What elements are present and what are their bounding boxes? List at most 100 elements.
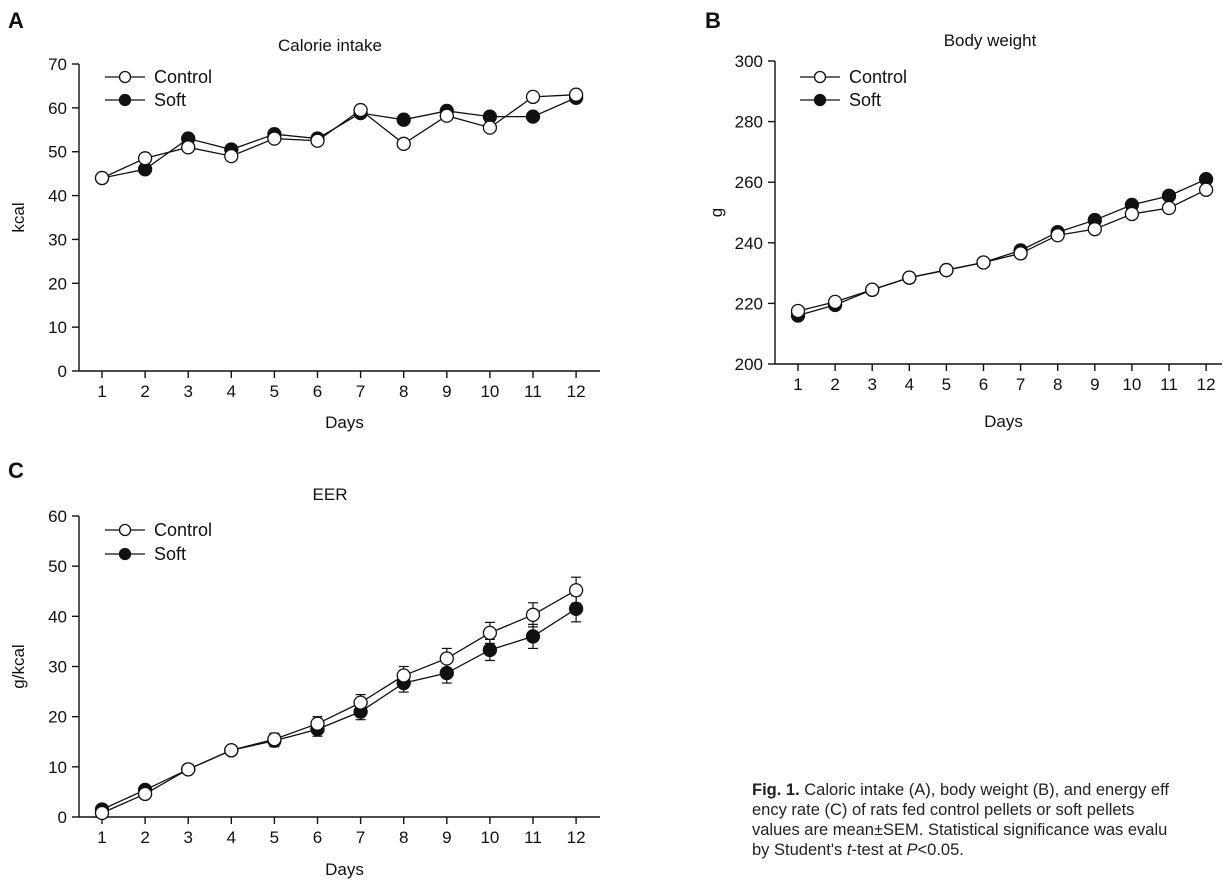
data-point-soft [396,112,411,127]
caption-line-1-text: Caloric intake (A), body weight (B), and… [799,781,1169,799]
data-point-control [396,136,411,151]
panel-letter-a: A [8,8,24,33]
data-point-control [1124,206,1140,222]
data-point-control [310,133,325,148]
data-point-control [902,270,917,285]
y-tick-label: 20 [48,708,67,727]
x-tick-label: 3 [867,375,876,394]
y-tick-label: 300 [735,52,763,71]
data-point-control [267,732,282,747]
x-tick-label: 12 [567,828,586,847]
x-tick-label: 2 [140,828,149,847]
caption-line-4-post: <0.05. [917,841,964,859]
x-tick-label: 5 [270,828,279,847]
y-tick-label: 60 [48,99,67,118]
legend-marker-soft [118,93,132,107]
data-point-control [568,87,584,102]
x-axis-label: Days [325,413,364,432]
chart-title: Calorie intake [278,36,382,55]
data-point-control [267,131,282,146]
x-tick-label: 8 [399,828,408,847]
x-tick-label: 9 [442,828,451,847]
y-tick-label: 220 [735,294,763,313]
y-tick-label: 60 [48,507,67,526]
x-tick-label: 1 [97,382,106,401]
x-tick-label: 9 [442,382,451,401]
chart-title: Body weight [944,31,1037,50]
x-tick-label: 2 [830,375,839,394]
x-tick-label: 3 [183,382,192,401]
y-axis-label: g [707,208,726,217]
data-point-control [482,625,498,641]
data-point-control [1198,182,1214,197]
data-point-control [1050,228,1065,243]
data-point-control [1013,246,1028,261]
x-tick-label: 6 [313,382,322,401]
caption-line-4-mid: -test at [851,841,907,859]
x-tick-label: 10 [1122,375,1141,394]
x-tick-label: 7 [356,828,365,847]
y-tick-label: 200 [735,355,763,374]
x-tick-label: 11 [1160,375,1178,394]
y-tick-label: 50 [48,557,67,576]
x-tick-label: 4 [227,382,236,401]
y-tick-label: 10 [48,758,67,777]
series-line-soft [101,608,577,811]
data-point-control [827,294,843,310]
y-tick-label: 10 [48,318,67,337]
x-axis-label: Days [984,412,1023,431]
legend-marker-control [118,70,132,84]
data-point-soft [1161,188,1177,203]
caption-line-1: Fig. 1. Caloric intake (A), body weight … [752,780,1231,800]
y-tick-label: 70 [48,55,67,74]
panel-letter-c: C [8,458,24,483]
y-tick-label: 0 [58,362,67,381]
y-tick-label: 280 [735,113,763,132]
data-point-control [790,303,806,319]
panel-letter-b: B [705,8,721,33]
data-point-control [181,762,196,777]
y-tick-label: 240 [735,234,763,253]
data-point-control [525,89,541,105]
data-point-control [94,170,110,186]
legend-label-soft: Soft [849,90,881,110]
x-tick-label: 6 [313,828,322,847]
x-tick-label: 3 [183,828,192,847]
x-tick-label: 9 [1090,375,1099,394]
x-tick-label: 7 [356,382,365,401]
caption-fig-label: Fig. 1. [752,781,800,799]
data-point-soft [525,629,541,644]
data-point-control [94,805,110,821]
y-tick-label: 40 [48,607,67,626]
x-tick-label: 1 [793,375,802,394]
data-point-control [224,148,239,164]
x-tick-label: 10 [480,828,499,847]
x-tick-label: 4 [905,375,914,394]
x-tick-label: 7 [1016,375,1025,394]
legend-label-control: Control [154,67,212,87]
data-point-control [137,786,153,802]
x-tick-label: 12 [1197,375,1216,394]
data-point-control [568,583,584,598]
data-point-control [224,743,239,758]
legend-marker-control [813,70,827,84]
y-tick-label: 40 [48,187,67,206]
data-point-control [1087,222,1102,237]
x-tick-label: 5 [942,375,951,394]
data-point-control [181,140,196,155]
legend-marker-control [118,523,132,537]
series-line-control [797,189,1207,312]
data-point-control [396,668,411,683]
x-tick-label: 11 [524,382,542,401]
x-axis-label: Days [325,860,364,879]
data-point-control [310,716,325,731]
caption-line-2: ency rate (C) of rats fed control pellet… [752,801,1135,819]
x-tick-label: 5 [270,382,279,401]
legend-label-soft: Soft [154,90,186,110]
series-line-soft [797,178,1207,317]
caption-p-italic: P [906,841,918,859]
x-tick-label: 8 [399,382,408,401]
